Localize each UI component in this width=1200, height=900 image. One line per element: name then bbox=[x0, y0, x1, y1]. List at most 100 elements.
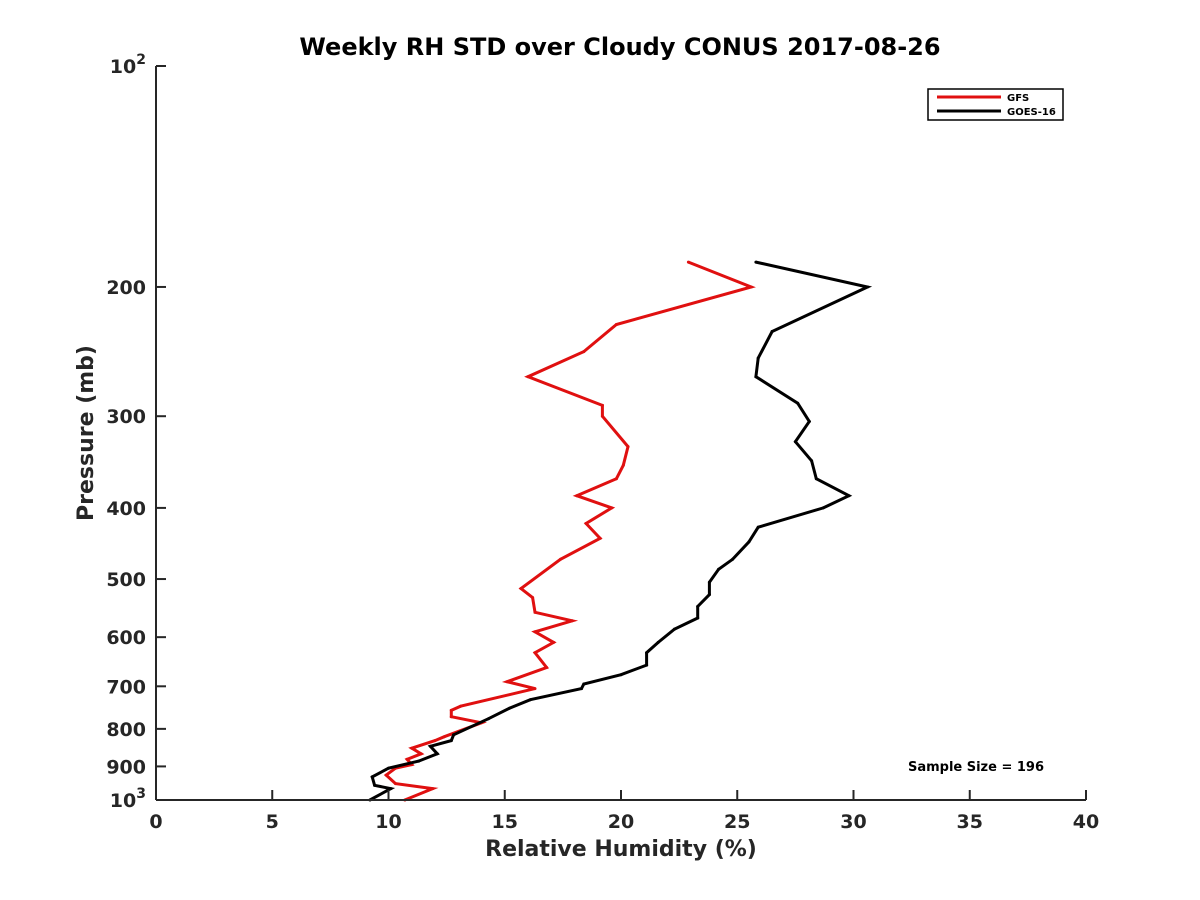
y-tick-label: 200 bbox=[106, 277, 146, 299]
series-point-goes16 bbox=[696, 605, 700, 608]
y-tick-base: 600 bbox=[106, 627, 146, 649]
series-point-goes16 bbox=[417, 759, 421, 763]
series-point-goes16 bbox=[847, 494, 851, 498]
series-point-gfs bbox=[570, 619, 574, 623]
series-point-gfs bbox=[749, 285, 753, 289]
series-point-gfs bbox=[584, 522, 588, 525]
y-tick-label: 103 bbox=[110, 786, 146, 812]
y-ticks-group: 102 200 300 400 500 600 700 800 900 103 bbox=[106, 52, 166, 812]
series-point-gfs bbox=[459, 704, 463, 708]
series-point-gfs bbox=[533, 651, 537, 655]
series-point-gfs bbox=[384, 773, 388, 777]
series-point-goes16 bbox=[580, 687, 583, 691]
y-tick-base: 800 bbox=[106, 719, 146, 741]
legend-label-goes16: GOES-16 bbox=[1007, 107, 1056, 118]
x-tick-label: 40 bbox=[1073, 811, 1099, 833]
series-point-goes16 bbox=[866, 285, 869, 289]
x-tick-label: 20 bbox=[608, 811, 634, 833]
series-point-gfs bbox=[505, 680, 509, 684]
series-point-goes16 bbox=[696, 616, 700, 620]
series-point-goes16 bbox=[389, 787, 393, 791]
series-point-goes16 bbox=[487, 717, 490, 721]
x-tick-label: 0 bbox=[149, 811, 162, 833]
series-point-gfs bbox=[686, 260, 690, 264]
series-point-goes16 bbox=[452, 733, 456, 737]
series-point-gfs bbox=[531, 596, 535, 600]
y-tick-label: 400 bbox=[106, 498, 146, 520]
series-point-gfs bbox=[626, 445, 630, 449]
series-point-goes16 bbox=[673, 627, 676, 631]
series-point-gfs bbox=[526, 375, 530, 379]
series-point-gfs bbox=[533, 687, 537, 691]
y-tick-label: 600 bbox=[106, 627, 146, 649]
series-point-goes16 bbox=[707, 593, 711, 597]
x-tick-label: 30 bbox=[840, 811, 866, 833]
series-point-goes16 bbox=[528, 698, 532, 702]
legend-box bbox=[927, 88, 1064, 121]
series-point-gfs bbox=[610, 506, 614, 510]
series-point-gfs bbox=[431, 787, 435, 791]
series-point-goes16 bbox=[756, 356, 760, 360]
series-line-gfs bbox=[383, 260, 756, 802]
series-point-goes16 bbox=[810, 459, 814, 463]
x-tick-label: 10 bbox=[375, 811, 401, 833]
series-point-goes16 bbox=[507, 706, 511, 710]
series-point-goes16 bbox=[645, 663, 649, 667]
series-point-goes16 bbox=[807, 420, 811, 423]
series-point-gfs bbox=[433, 739, 437, 743]
x-tick-label: 5 bbox=[266, 811, 279, 833]
series-point-goes16 bbox=[619, 673, 623, 677]
y-tick-label: 500 bbox=[106, 569, 146, 591]
series-point-gfs bbox=[559, 557, 562, 561]
series-point-goes16 bbox=[449, 739, 453, 743]
series-point-gfs bbox=[519, 587, 523, 590]
y-tick-base: 200 bbox=[106, 277, 146, 299]
series-point-goes16 bbox=[435, 752, 439, 756]
series-point-goes16 bbox=[754, 375, 758, 379]
y-tick-label: 300 bbox=[106, 406, 146, 428]
y-tick-label: 800 bbox=[106, 719, 146, 741]
series-point-goes16 bbox=[373, 783, 377, 787]
series-point-goes16 bbox=[747, 540, 751, 544]
series-point-gfs bbox=[621, 463, 625, 467]
series-point-gfs bbox=[449, 708, 453, 712]
y-tick-label: 700 bbox=[106, 676, 146, 698]
x-ticks-group: 0 5 10 15 20 25 30 35 40 bbox=[149, 790, 1099, 833]
series-point-goes16 bbox=[770, 330, 774, 333]
series-point-gfs bbox=[582, 350, 586, 354]
series-point-goes16 bbox=[370, 775, 374, 779]
series-point-gfs bbox=[405, 757, 409, 761]
y-tick-exponent: 2 bbox=[136, 52, 146, 68]
series-point-goes16 bbox=[717, 567, 721, 571]
legend-label-gfs: GFS bbox=[1007, 93, 1029, 104]
sample-size-annotation: Sample Size = 196 bbox=[908, 760, 1044, 775]
series-point-gfs bbox=[614, 323, 618, 326]
y-axis-label: Pressure (mb) bbox=[74, 345, 99, 521]
y-tick-base: 500 bbox=[106, 569, 146, 591]
series-point-gfs bbox=[449, 715, 453, 719]
series-point-gfs bbox=[614, 477, 618, 481]
series-point-gfs bbox=[600, 403, 604, 407]
legend: GFS GOES-16 bbox=[927, 88, 1064, 121]
x-tick-label: 35 bbox=[957, 811, 983, 833]
y-tick-base: 900 bbox=[106, 756, 146, 778]
series-point-gfs bbox=[598, 536, 602, 540]
x-axis-label: Relative Humidity (%) bbox=[485, 837, 757, 862]
series-point-goes16 bbox=[754, 260, 758, 264]
series-point-goes16 bbox=[814, 477, 818, 481]
series-point-gfs bbox=[552, 640, 556, 644]
chart-title: Weekly RH STD over Cloudy CONUS 2017-08-… bbox=[299, 33, 940, 61]
series-point-gfs bbox=[410, 746, 414, 750]
series-line-goes16 bbox=[369, 260, 873, 802]
series-point-goes16 bbox=[756, 525, 760, 529]
y-tick-label: 900 bbox=[106, 756, 146, 778]
series-point-goes16 bbox=[707, 580, 711, 584]
series-point-goes16 bbox=[796, 401, 800, 405]
series-point-gfs bbox=[600, 414, 604, 418]
y-tick-label: 102 bbox=[110, 52, 146, 78]
series-point-goes16 bbox=[821, 506, 825, 510]
series-point-goes16 bbox=[645, 651, 649, 655]
series-point-gfs bbox=[545, 666, 549, 669]
y-tick-base: 10 bbox=[110, 56, 136, 78]
